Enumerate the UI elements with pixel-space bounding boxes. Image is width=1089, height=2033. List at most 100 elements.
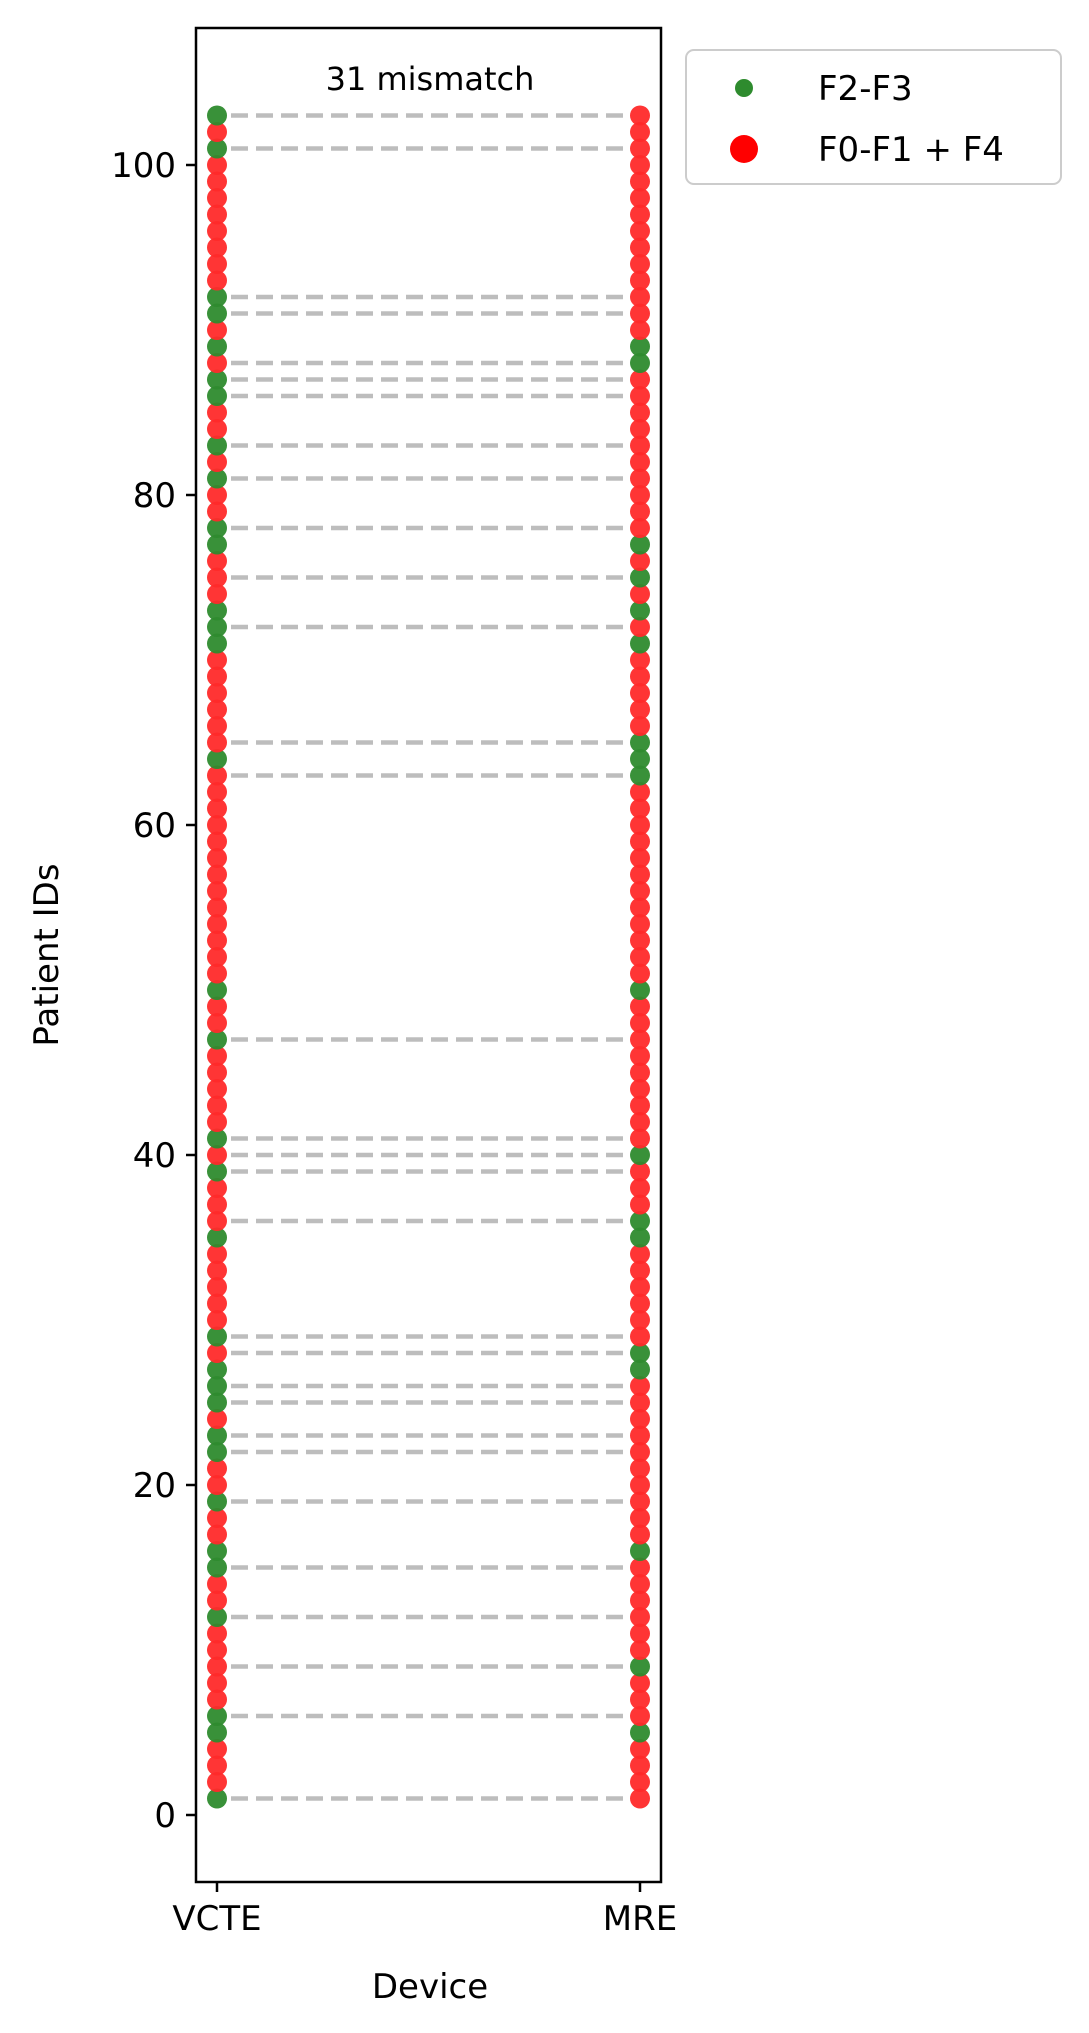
- mre-point: [630, 303, 650, 324]
- mre-point: [630, 864, 650, 885]
- vcte-point: [207, 980, 227, 1000]
- mre-point: [630, 501, 650, 522]
- legend-marker-f0-f1-f4: [730, 135, 758, 163]
- vcte-point: [207, 1062, 227, 1083]
- vcte-point: [207, 650, 227, 670]
- legend-box: [685, 49, 1062, 185]
- mre-point: [630, 650, 650, 670]
- vcte-point: [207, 468, 227, 489]
- vcte-point: [207, 765, 227, 786]
- mre-point: [630, 1409, 650, 1429]
- vcte-point: [207, 1112, 227, 1132]
- mre-point: [630, 1194, 650, 1215]
- mre-point: [630, 1095, 650, 1116]
- mre-point: [630, 716, 650, 736]
- vcte-point: [207, 1524, 227, 1545]
- vcte-point: [207, 1013, 227, 1033]
- mre-point: [630, 1013, 650, 1033]
- vcte-point: [207, 897, 227, 918]
- mre-point: [630, 617, 650, 637]
- vcte-point: [207, 254, 227, 274]
- vcte-point: [207, 1310, 227, 1330]
- mre-point: [630, 798, 650, 819]
- mre-point: [630, 237, 650, 258]
- vcte-point: [207, 435, 227, 456]
- vcte-point: [207, 1277, 227, 1297]
- vcte-point: [207, 1656, 227, 1677]
- vcte-point: [207, 996, 227, 1017]
- mre-point: [630, 551, 650, 571]
- mre-point: [630, 815, 650, 835]
- mismatch-annotation: 31 mismatch: [326, 60, 535, 98]
- mre-point: [630, 1425, 650, 1446]
- vcte-point: [207, 204, 227, 225]
- mre-point: [630, 1524, 650, 1545]
- plot-frame: [194, 26, 663, 1884]
- vcte-point: [207, 1557, 227, 1578]
- mre-point: [630, 1392, 650, 1413]
- vcte-point: [207, 485, 227, 505]
- legend: F2-F3 F0-F1 + F4: [685, 49, 1062, 185]
- mre-point: [630, 138, 650, 159]
- vcte-point: [207, 600, 227, 621]
- mre-point: [630, 452, 650, 472]
- mre-point: [630, 963, 650, 984]
- vcte-point: [207, 1326, 227, 1347]
- mre-point: [630, 1607, 650, 1627]
- mre-point: [630, 435, 650, 456]
- vcte-point: [207, 947, 227, 967]
- legend-marker-f2-f3: [735, 79, 753, 97]
- mre-point: [630, 518, 650, 538]
- vcte-point: [207, 386, 227, 406]
- vcte-point: [207, 749, 227, 769]
- y-tick-label: 80: [133, 476, 176, 516]
- mre-point: [630, 485, 650, 505]
- mre-point: [630, 1623, 650, 1644]
- mre-point: [630, 1359, 650, 1380]
- mre-point: [630, 419, 650, 439]
- mre-point: [630, 1557, 650, 1578]
- vcte-point: [207, 831, 227, 852]
- vcte-point: [207, 1541, 227, 1561]
- vcte-point: [207, 666, 227, 687]
- mre-point: [630, 1310, 650, 1330]
- mre-point: [630, 287, 650, 307]
- vcte-point: [207, 155, 227, 175]
- vcte-point: [207, 1475, 227, 1495]
- vcte-point: [207, 1260, 227, 1281]
- vcte-point: [207, 1178, 227, 1198]
- vcte-point: [207, 1359, 227, 1380]
- mre-point: [630, 1161, 650, 1182]
- vcte-point: [207, 171, 227, 192]
- mre-point: [630, 1722, 650, 1743]
- vcte-point: [207, 1046, 227, 1066]
- vcte-point: [207, 815, 227, 835]
- vcte-point: [207, 1376, 227, 1396]
- mre-point: [630, 1673, 650, 1693]
- mre-point: [630, 1376, 650, 1396]
- mre-point: [630, 567, 650, 588]
- vcte-point: [207, 1293, 227, 1314]
- mre-point: [630, 1739, 650, 1759]
- vcte-point: [207, 1689, 227, 1710]
- vcte-point: [207, 270, 227, 291]
- vcte-point: [207, 534, 227, 555]
- mre-point: [630, 782, 650, 802]
- vcte-point: [207, 1590, 227, 1611]
- vcte-point: [207, 1227, 227, 1248]
- mre-point: [630, 1574, 650, 1594]
- mre-point: [630, 386, 650, 406]
- mre-point: [630, 468, 650, 489]
- vcte-point: [207, 237, 227, 258]
- vcte-point: [207, 138, 227, 159]
- mre-point: [630, 996, 650, 1017]
- vcte-point: [207, 1425, 227, 1446]
- mre-point: [630, 980, 650, 1000]
- vcte-point: [207, 501, 227, 522]
- y-tick-label: 0: [154, 1796, 176, 1836]
- legend-label-f0-f1-f4: F0-F1 + F4: [818, 130, 1004, 170]
- vcte-point: [207, 1640, 227, 1660]
- vcte-point: [207, 1491, 227, 1512]
- mre-point: [630, 947, 650, 967]
